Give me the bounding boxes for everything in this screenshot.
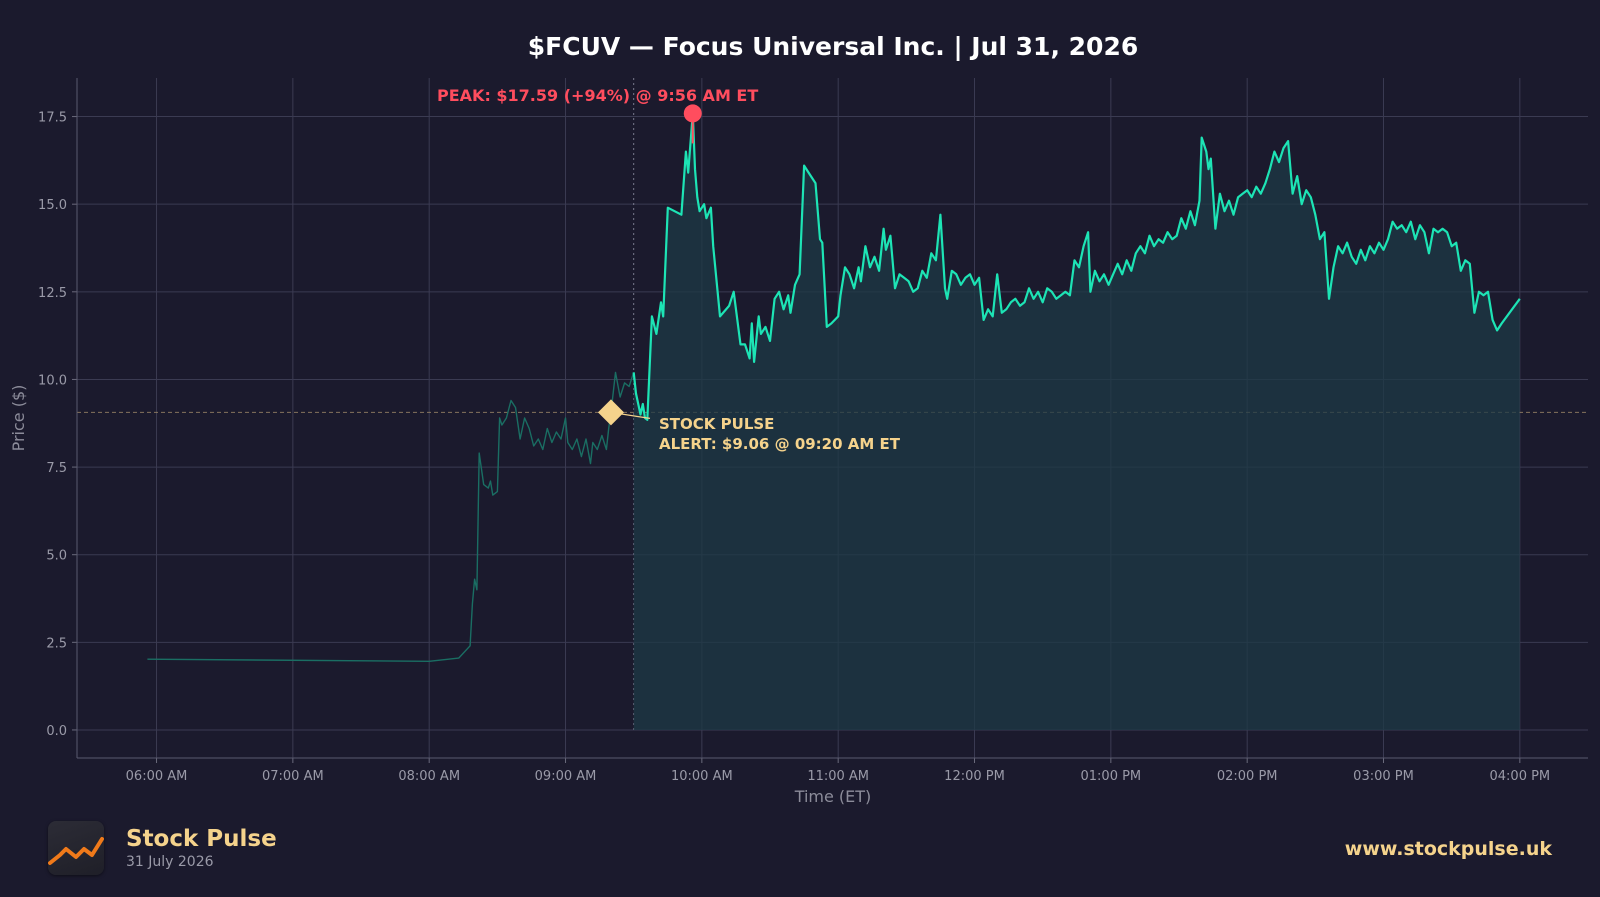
x-tick-label: 09:00 AM [535, 769, 597, 784]
x-tick-label: 06:00 AM [126, 769, 188, 784]
brand-name: Stock Pulse [126, 826, 277, 852]
x-tick-label: 01:00 PM [1081, 769, 1142, 784]
peak-marker [683, 104, 702, 123]
x-axis-label: Time (ET) [794, 787, 872, 806]
y-tick-label: 5.0 [46, 549, 67, 564]
x-tick-label: 03:00 PM [1353, 769, 1414, 784]
regular-session-fill [633, 113, 1520, 730]
chart-title: $FCUV — Focus Universal Inc. | Jul 31, 2… [528, 32, 1139, 61]
brand-logo [48, 821, 104, 875]
x-tick-label: 11:00 AM [807, 769, 869, 784]
x-tick-label: 04:00 PM [1490, 769, 1551, 784]
y-tick-label: 12.5 [38, 286, 67, 301]
axes: 0.0 2.5 5.0 7.5 10.0 12.5 15.0 17.5 06:00 AM 07:0… [38, 78, 1588, 784]
alert-marker [597, 399, 624, 426]
peak-label: PEAK: $17.59 (+94%) @ 9:56 AM ET [437, 86, 758, 105]
x-tick-label: 02:00 PM [1217, 769, 1278, 784]
alert-label-title: STOCK PULSE [659, 415, 774, 433]
rising-trend-line-icon [48, 837, 104, 865]
price-lines [147, 112, 1521, 662]
brand-date: 31 July 2026 [126, 854, 214, 870]
regular-price-line [632, 112, 1521, 421]
regular-session-area [633, 113, 1520, 730]
y-tick-label: 10.0 [38, 373, 67, 388]
y-tick-label: 0.0 [46, 724, 67, 739]
x-tick-label: 12:00 PM [944, 769, 1005, 784]
annotations: PEAK: $17.59 (+94%) @ 9:56 AM ET STOCK PU… [437, 86, 901, 453]
y-tick-label: 2.5 [46, 636, 67, 651]
brand-text: Stock Pulse 31 July 2026 [126, 826, 277, 870]
x-tick-label: 10:00 AM [671, 769, 733, 784]
y-tick-label: 7.5 [46, 461, 67, 476]
x-tick-label: 08:00 AM [398, 769, 460, 784]
alert-label-detail: ALERT: $9.06 @ 09:20 AM ET [659, 435, 901, 453]
y-tick-label: 17.5 [38, 111, 67, 126]
y-tick-label: 15.0 [38, 198, 67, 213]
footer-brand: Stock Pulse 31 July 2026 [48, 820, 277, 876]
x-tick-label: 07:00 AM [262, 769, 324, 784]
y-axis-label: Price ($) [9, 385, 28, 452]
footer-url[interactable]: www.stockpulse.uk [1344, 838, 1552, 860]
pre-market-price-line [147, 371, 635, 662]
